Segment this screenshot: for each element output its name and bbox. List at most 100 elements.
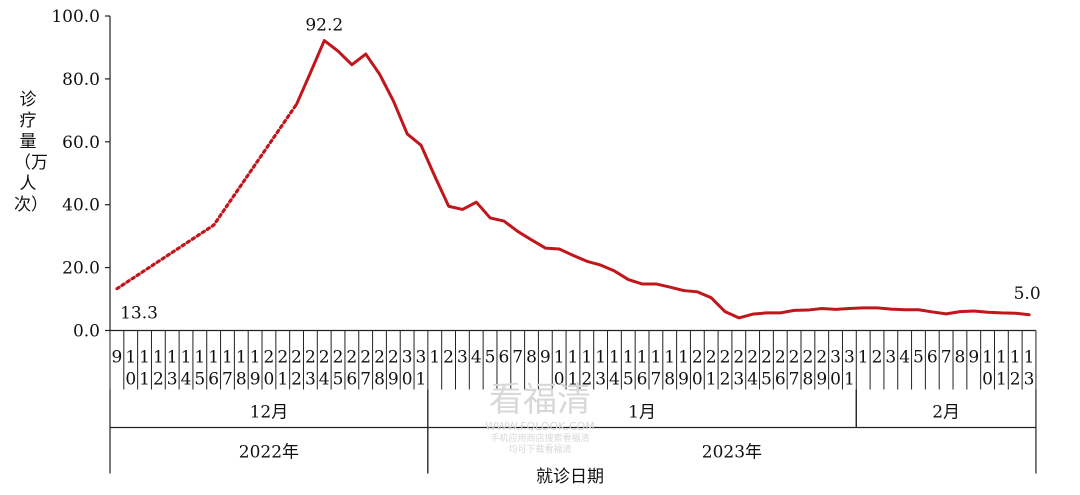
day-label: 2	[720, 370, 731, 390]
day-label: 2	[333, 348, 344, 368]
day-label: 1	[678, 348, 689, 368]
day-label: 0	[402, 370, 413, 390]
day-label: 1	[595, 348, 606, 368]
day-label: 9	[540, 348, 551, 368]
y-tick-label: 100.0	[51, 7, 100, 27]
month-label: 1月	[628, 403, 656, 423]
day-label: 1	[844, 370, 855, 390]
day-label: 3	[305, 370, 316, 390]
day-label: 2	[346, 348, 357, 368]
day-label: 5	[485, 348, 496, 368]
day-label: 5	[623, 370, 634, 390]
day-label: 8	[374, 370, 385, 390]
day-label: 2	[802, 348, 813, 368]
y-tick-label: 0.0	[73, 322, 100, 342]
data-label: 92.2	[305, 16, 343, 36]
day-label: 6	[208, 370, 219, 390]
day-label: 1	[416, 370, 427, 390]
day-label: 2	[319, 348, 330, 368]
day-label: 5	[333, 370, 344, 390]
day-label: 7	[222, 370, 233, 390]
day-label: 2	[761, 348, 772, 368]
day-label: 9	[111, 348, 122, 368]
day-label: 3	[844, 348, 855, 368]
day-label: 9	[816, 370, 827, 390]
day-label: 4	[181, 370, 192, 390]
day-label: 2	[443, 348, 454, 368]
day-label: 2	[692, 348, 703, 368]
day-label: 2	[706, 348, 717, 368]
day-label: 1	[1010, 348, 1021, 368]
day-label: 4	[471, 348, 482, 368]
y-tick-label: 20.0	[62, 259, 100, 279]
day-label: 2	[360, 348, 371, 368]
day-label: 2	[291, 370, 302, 390]
x-axis: 9 101112131415161718192021222324252627282…	[109, 329, 1037, 474]
y-tick-label: 60.0	[62, 133, 100, 153]
day-label: 1	[139, 348, 150, 368]
day-label: 1	[623, 348, 634, 368]
day-label: 1	[706, 370, 717, 390]
day-label: 4	[747, 370, 758, 390]
day-label: 3	[1024, 370, 1035, 390]
day-label: 7	[789, 370, 800, 390]
data-label: 13.3	[120, 304, 158, 324]
day-label: 6	[927, 348, 938, 368]
year-label: 2023年	[702, 443, 762, 463]
day-label: 1	[568, 348, 579, 368]
day-label: 1	[236, 348, 247, 368]
day-label: 1	[125, 348, 136, 368]
day-label: 4	[899, 348, 910, 368]
day-label: 2	[816, 348, 827, 368]
day-label: 7	[650, 370, 661, 390]
y-tick-label: 80.0	[62, 70, 100, 90]
day-label: 7	[941, 348, 952, 368]
day-label: 2	[153, 370, 164, 390]
day-label: 3	[830, 348, 841, 368]
day-label: 3	[167, 370, 178, 390]
day-label: 1	[664, 348, 675, 368]
day-label: 2	[305, 348, 316, 368]
data-label: 5.0	[1014, 284, 1041, 304]
day-label: 6	[637, 370, 648, 390]
month-label: 2月	[932, 403, 960, 423]
day-label: 2	[581, 370, 592, 390]
day-label: 1	[568, 370, 579, 390]
y-axis-title: 诊疗量（万人次）	[14, 90, 48, 215]
day-label: 1	[858, 348, 869, 368]
y-tick-label: 40.0	[62, 196, 100, 216]
day-label: 4	[609, 370, 620, 390]
annotations: 13.3 92.2 5.0	[120, 16, 1041, 324]
day-label: 1	[581, 348, 592, 368]
day-label: 1	[637, 348, 648, 368]
day-label: 0	[692, 370, 703, 390]
day-label: 1	[1024, 348, 1035, 368]
day-label: 6	[775, 370, 786, 390]
year-label: 2022年	[239, 443, 299, 463]
day-label: 2	[872, 348, 883, 368]
day-label: 1	[554, 348, 565, 368]
day-label: 1	[996, 370, 1007, 390]
day-label: 1	[650, 348, 661, 368]
day-label: 5	[761, 370, 772, 390]
day-label: 2	[264, 348, 275, 368]
day-label: 1	[181, 348, 192, 368]
day-label: 2	[747, 348, 758, 368]
day-label: 2	[720, 348, 731, 368]
day-label: 1	[996, 348, 1007, 368]
series-line	[295, 39, 1031, 320]
plot-lines	[115, 39, 1031, 320]
day-label: 1	[982, 348, 993, 368]
day-label: 9	[388, 370, 399, 390]
day-label: 3	[885, 348, 896, 368]
day-label: 2	[388, 348, 399, 368]
day-label: 1	[222, 348, 233, 368]
day-label: 8	[802, 370, 813, 390]
series-line-dotted	[115, 102, 299, 291]
day-label: 3	[733, 370, 744, 390]
day-label: 1	[277, 370, 288, 390]
day-label: 2	[1010, 370, 1021, 390]
day-label: 9	[250, 370, 261, 390]
day-label: 3	[402, 348, 413, 368]
